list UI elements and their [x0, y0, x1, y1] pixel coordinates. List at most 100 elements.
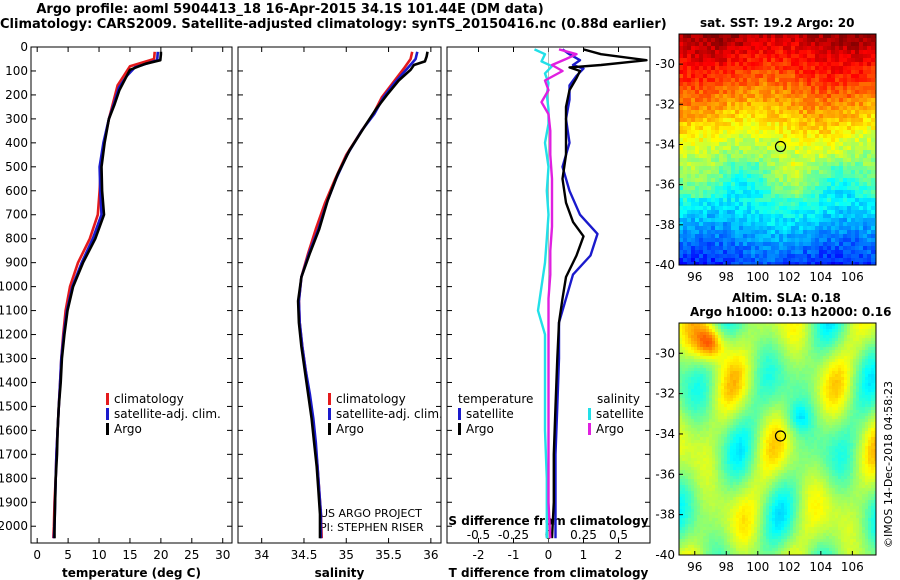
- heatmap-cell: [739, 359, 743, 363]
- heatmap-cell: [823, 170, 828, 175]
- heatmap-cell: [855, 110, 860, 115]
- heatmap-cell: [763, 383, 767, 387]
- heatmap-cell: [807, 58, 812, 63]
- heatmap-cell: [772, 401, 776, 405]
- heatmap-cell: [731, 114, 736, 119]
- heatmap-cell: [843, 106, 848, 111]
- heatmap-cell: [739, 350, 743, 354]
- heatmap-cell: [819, 126, 824, 131]
- heatmap-cell: [772, 356, 776, 360]
- heatmap-cell: [796, 389, 800, 393]
- heatmap-cell: [843, 34, 848, 39]
- heatmap-cell: [783, 94, 788, 99]
- heatmap-cell: [730, 353, 734, 357]
- heatmap-cell: [691, 170, 696, 175]
- heatmap-cell: [735, 166, 740, 171]
- heatmap-cell: [721, 332, 725, 336]
- heatmap-cell: [727, 38, 732, 43]
- heatmap-cell: [839, 262, 844, 266]
- heatmap-cell: [843, 234, 848, 239]
- heatmap-cell: [719, 118, 724, 123]
- heatmap-cell: [683, 94, 688, 99]
- heatmap-cell: [839, 186, 844, 191]
- heatmap-cell: [735, 122, 740, 127]
- heatmap-cell: [799, 254, 804, 259]
- heatmap-cell: [874, 338, 877, 342]
- heatmap-cell: [683, 118, 688, 123]
- heatmap-cell: [841, 332, 845, 336]
- heatmap-cell: [759, 186, 764, 191]
- heatmap-cell: [790, 347, 794, 351]
- heatmap-cell: [844, 386, 848, 390]
- heatmap-cell: [742, 398, 746, 402]
- heatmap-cell: [703, 326, 707, 330]
- heatmap-cell: [707, 174, 712, 179]
- heatmap-cell: [778, 359, 782, 363]
- heatmap-cell: [835, 395, 839, 399]
- legend-label: satellite-adj. clim.: [114, 407, 221, 421]
- heatmap-cell: [779, 38, 784, 43]
- heatmap-cell: [757, 323, 761, 327]
- heatmap-cell: [803, 174, 808, 179]
- heatmap-cell: [807, 154, 812, 159]
- heatmap-cell: [819, 46, 824, 51]
- heatmap-cell: [831, 102, 836, 107]
- heatmap-cell: [767, 126, 772, 131]
- heatmap-cell: [723, 94, 728, 99]
- heatmap-cell: [851, 90, 856, 95]
- heatmap-cell: [835, 42, 840, 47]
- heatmap-cell: [838, 356, 842, 360]
- heatmap-cell: [748, 404, 752, 408]
- heatmap-cell: [763, 202, 768, 207]
- heatmap-cell: [763, 362, 767, 366]
- heatmap-cell: [863, 142, 868, 147]
- heatmap-cell: [778, 371, 782, 375]
- heatmap-cell: [787, 162, 792, 167]
- heatmap-cell: [755, 70, 760, 75]
- heatmap-cell: [868, 395, 872, 399]
- heatmap-cell: [826, 386, 830, 390]
- heatmap-cell: [803, 66, 808, 71]
- heatmap-cell: [748, 323, 752, 327]
- heatmap-cell: [781, 380, 785, 384]
- heatmap-cell: [707, 262, 712, 266]
- heatmap-cell: [778, 398, 782, 402]
- heatmap-cell: [748, 386, 752, 390]
- heatmap-cell: [853, 386, 857, 390]
- heatmap-cell: [835, 58, 840, 63]
- heatmap-cell: [814, 347, 818, 351]
- heatmap-cell: [835, 362, 839, 366]
- heatmap-cell: [699, 238, 704, 243]
- heatmap-cell: [739, 258, 744, 263]
- heatmap-cell: [839, 130, 844, 135]
- heatmap-cell: [699, 158, 704, 163]
- heatmap-cell: [767, 118, 772, 123]
- heatmap-cell: [787, 122, 792, 127]
- heatmap-cell: [679, 356, 683, 360]
- heatmap-cell: [683, 42, 688, 47]
- heatmap-cell: [851, 166, 856, 171]
- heatmap-cell: [790, 371, 794, 375]
- heatmap-cell: [700, 377, 704, 381]
- heatmap-cell: [871, 110, 876, 115]
- heatmap-cell: [811, 326, 815, 330]
- heatmap-cell: [826, 344, 830, 348]
- heatmap-cell: [763, 134, 768, 139]
- heatmap-cell: [855, 142, 860, 147]
- heatmap-cell: [745, 323, 749, 327]
- heatmap-cell: [731, 126, 736, 131]
- heatmap-cell: [730, 347, 734, 351]
- heatmap-cell: [759, 130, 764, 135]
- heatmap-cell: [769, 338, 773, 342]
- heatmap-cell: [853, 323, 857, 327]
- heatmap-cell: [683, 182, 688, 187]
- heatmap-cell: [748, 365, 752, 369]
- heatmap-cell: [769, 329, 773, 333]
- heatmap-cell: [847, 218, 852, 223]
- heatmap-cell: [784, 389, 788, 393]
- heatmap-cell: [843, 74, 848, 79]
- heatmap-cell: [747, 126, 752, 131]
- heatmap-cell: [823, 210, 828, 215]
- heatmap-cell: [679, 186, 684, 191]
- heatmap-cell: [718, 365, 722, 369]
